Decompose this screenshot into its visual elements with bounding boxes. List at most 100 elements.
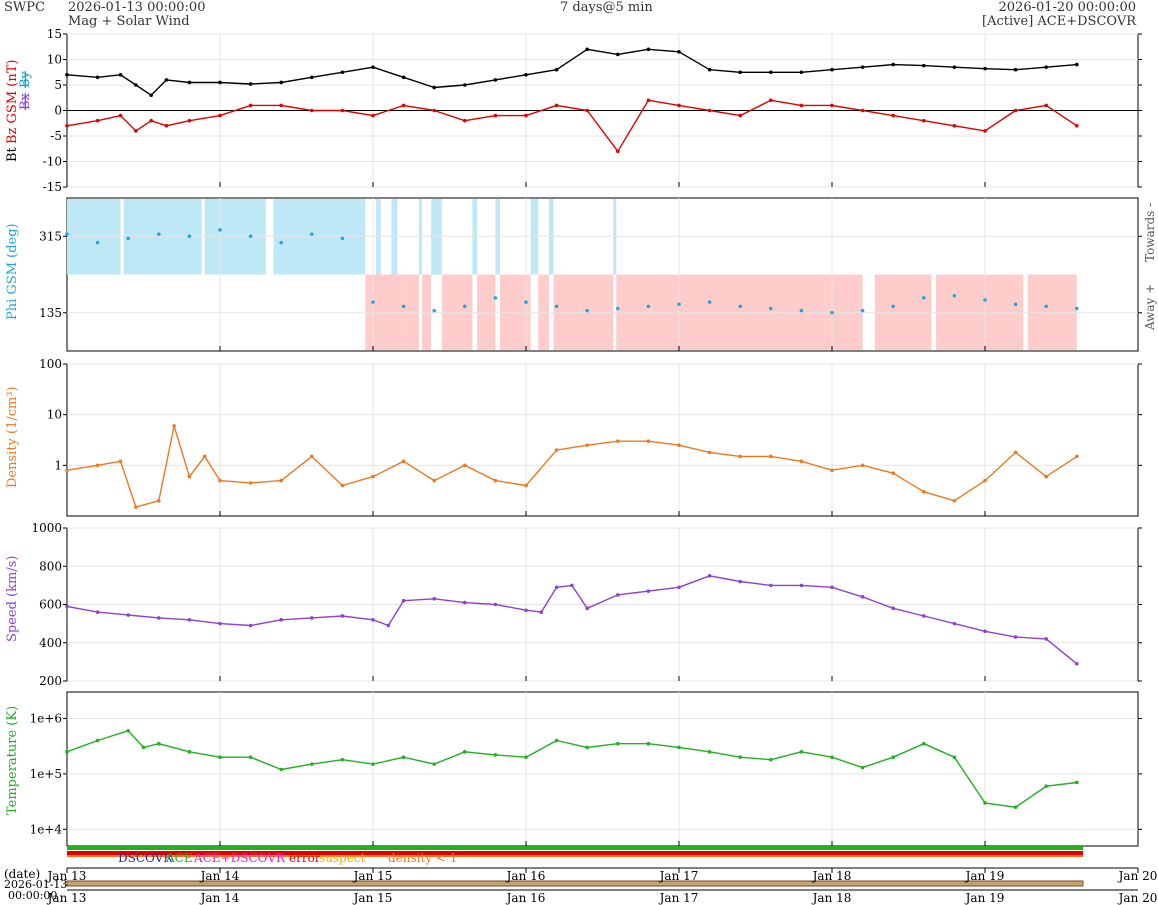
y-tick-label: 1: [54, 458, 62, 472]
y-tick-label: 135: [39, 306, 62, 320]
data-point-bt: [1075, 62, 1079, 67]
data-point-density: [432, 478, 437, 483]
legend-suspect: suspect: [319, 851, 366, 865]
quality-error-strip: [67, 851, 1083, 855]
data-point-bz: [860, 108, 865, 113]
axis-ticks: 15 10 5 0 -5 -10 -15 315 135 100 10 1 1000 800 600 400 2…: [30, 27, 1142, 846]
series-line-temperature: [66, 730, 1077, 808]
data-point-temperature: [126, 728, 130, 733]
data-point-bz: [493, 113, 498, 118]
data-point-phi: [646, 304, 651, 309]
y-tick-label: -10: [43, 155, 62, 169]
series-line-bt: [66, 48, 1077, 96]
data-point-bz: [95, 118, 100, 123]
data-point-bt: [401, 75, 406, 80]
data-point-speed: [126, 613, 130, 617]
data-point-density: [860, 463, 865, 468]
data-point-phi: [616, 306, 620, 311]
data-point-speed: [340, 614, 345, 618]
date-tick-label-top: Jan 14: [199, 869, 240, 883]
data-point-bz: [401, 103, 406, 108]
data-point-speed: [386, 623, 391, 628]
data-point-speed: [707, 574, 712, 578]
data-point-temperature: [677, 745, 681, 750]
data-point-phi: [952, 293, 957, 298]
data-point-bz: [769, 98, 773, 103]
data-point-temperature: [95, 738, 100, 743]
data-point-density: [493, 478, 498, 483]
y-tick-label: 600: [39, 598, 62, 612]
date-tick-label-bottom: Jan 14: [199, 891, 240, 905]
data-point-bz: [463, 118, 467, 123]
data-point-temperature: [432, 762, 437, 766]
data-point-density: [248, 481, 253, 485]
data-point-bt: [646, 47, 651, 52]
data-point-bz: [248, 103, 253, 108]
legend-ace: ACE: [165, 851, 193, 865]
temperature-axis-label: Temperature (K): [5, 706, 20, 815]
data-point-speed: [310, 616, 314, 620]
data-point-bz: [65, 124, 69, 128]
data-point-temperature: [310, 762, 314, 766]
data-point-density: [585, 443, 589, 447]
data-point-bz: [218, 113, 222, 118]
data-point-density: [554, 448, 559, 452]
data-point-bt: [1013, 67, 1018, 72]
data-point-bz: [891, 113, 895, 118]
data-point-density: [524, 483, 528, 488]
data-point-temperature: [769, 757, 773, 762]
data-point-bt: [248, 82, 253, 86]
data-point-bt: [860, 65, 865, 69]
data-point-density: [118, 459, 123, 464]
data-point-bz: [646, 98, 651, 103]
data-point-phi: [769, 306, 773, 311]
data-point-phi: [401, 304, 406, 309]
data-point-density: [172, 424, 176, 428]
data-point-bz: [830, 103, 834, 108]
data-point-density: [310, 454, 314, 459]
data-point-density: [157, 498, 161, 503]
data-point-bt: [554, 67, 559, 72]
y-tick-label: 1e+4: [30, 822, 63, 836]
data-point-bt: [707, 67, 712, 72]
data-point-bz: [432, 108, 437, 113]
date-tick-labels: Jan 13 Jan 13 Jan 14 Jan 14 Jan 15 Jan 15 Jan …: [46, 868, 1158, 905]
data-point-bz: [983, 129, 987, 133]
data-point-speed: [493, 602, 498, 607]
data-point-phi: [738, 304, 742, 309]
data-point-density: [279, 478, 284, 483]
data-point-density: [65, 468, 69, 473]
data-point-speed: [554, 585, 559, 590]
y-tick-label: 15: [47, 27, 62, 41]
data-point-speed: [585, 606, 589, 611]
data-point-temperature: [952, 755, 957, 759]
data-point-speed: [539, 610, 544, 614]
data-point-phi: [157, 232, 161, 236]
data-point-speed: [616, 593, 620, 597]
data-point-speed: [830, 585, 834, 590]
data-point-speed: [432, 596, 437, 601]
brand-label: SWPC: [4, 0, 45, 15]
data-point-temperature: [707, 750, 712, 754]
data-point-bt: [187, 80, 192, 85]
data-point-phi: [187, 234, 192, 239]
data-point-bz: [677, 103, 681, 108]
data-point-density: [187, 474, 192, 479]
data-point-phi: [1075, 306, 1079, 311]
date-tick-label-top: Jan 16: [505, 869, 546, 883]
data-point-temperature: [65, 750, 69, 754]
data-point-phi: [126, 236, 130, 241]
data-point-speed: [570, 583, 574, 588]
density-panel-frame: [66, 363, 1139, 517]
date-tick-label-top: Jan 20: [1117, 869, 1158, 883]
data-point-density: [646, 439, 651, 443]
legend-ace-dscovr: ACE+DSCOVR: [193, 851, 286, 865]
data-point-speed: [1044, 637, 1048, 641]
data-point-bt: [463, 83, 467, 87]
data-point-phi: [432, 308, 437, 313]
y-tick-label: 1e+5: [30, 767, 62, 781]
data-point-bz: [554, 103, 559, 108]
y-tick-label: 100: [39, 357, 62, 371]
data-point-bt: [95, 75, 100, 80]
data-point-temperature: [1044, 784, 1048, 788]
